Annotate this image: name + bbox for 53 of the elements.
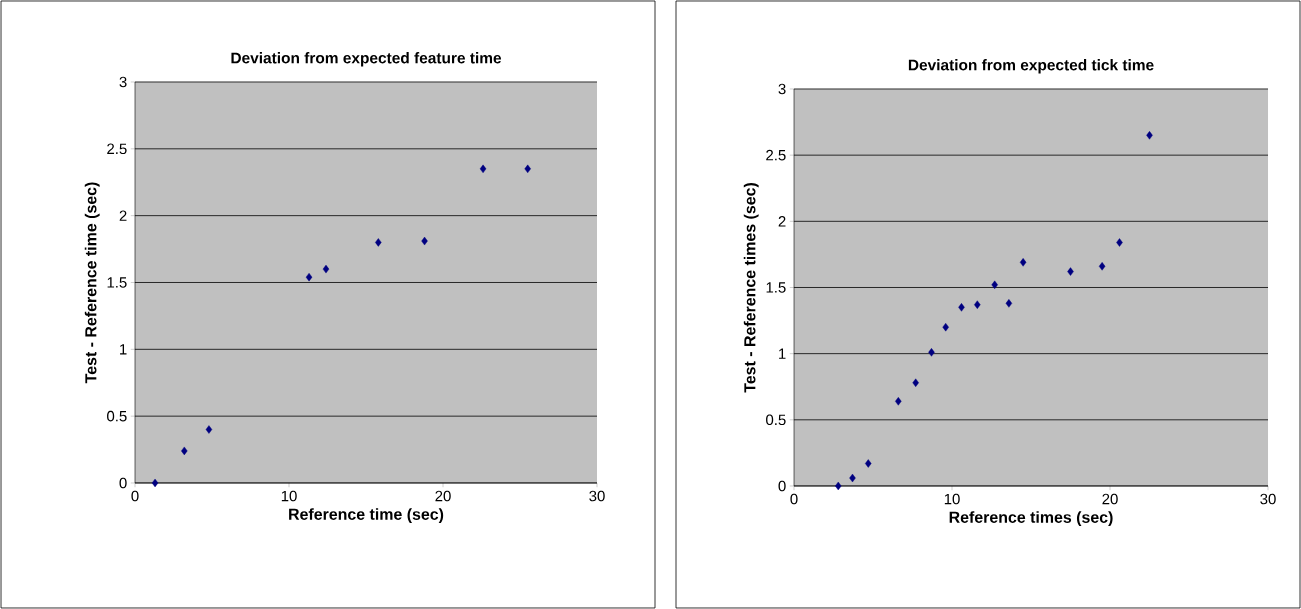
point	[991, 280, 998, 290]
x-tick-label: 0	[790, 493, 798, 505]
y-tick-label: 2.5	[766, 149, 786, 161]
point	[322, 264, 330, 274]
point	[305, 272, 313, 282]
y-tick-label: 3	[119, 76, 127, 88]
point	[912, 378, 919, 387]
point	[958, 303, 965, 312]
point	[1098, 262, 1106, 271]
point	[1005, 299, 1013, 308]
y-tick-label: 2.5	[107, 143, 127, 155]
point	[942, 322, 949, 332]
chart-title: Deviation from expected feature time	[231, 52, 502, 67]
point	[479, 164, 487, 174]
point	[974, 300, 981, 309]
x-tick-label: 20	[435, 490, 451, 502]
x-tick-label: 10	[944, 493, 960, 505]
y-tick-label: 2	[119, 210, 127, 221]
y-tick-label: 3	[778, 83, 786, 95]
x-axis-title: Reference time (sec)	[289, 508, 444, 524]
y-tick-label: 1.5	[766, 282, 786, 293]
point	[1116, 238, 1123, 247]
point	[421, 236, 428, 246]
point	[205, 425, 213, 434]
point	[1067, 267, 1074, 276]
point	[1146, 131, 1153, 140]
y-tick-label: 2	[778, 216, 786, 227]
y-tick-label: 0	[778, 480, 786, 492]
point	[895, 397, 902, 406]
point	[865, 459, 872, 468]
x-tick-label: 20	[1102, 493, 1118, 505]
y-axis-title: Test - Reference time (sec)	[84, 182, 100, 384]
point	[928, 348, 935, 357]
point	[1019, 258, 1027, 267]
x-tick-label: 30	[1260, 493, 1276, 505]
point	[181, 446, 188, 456]
y-tick-label: 1.5	[107, 277, 127, 288]
y-tick-label: 0.5	[107, 410, 127, 422]
point	[835, 481, 842, 491]
y-tick-label: 1	[120, 344, 127, 355]
y-tick-label: 0	[119, 477, 127, 489]
point	[524, 164, 531, 174]
x-axis-title: Reference times (sec)	[949, 511, 1113, 527]
x-tick-label: 30	[589, 490, 605, 502]
x-tick-label: 0	[131, 490, 139, 502]
y-axis-title: Test - Reference times (sec)	[743, 183, 759, 393]
point	[849, 473, 856, 483]
chart-title: Deviation from expected tick time	[908, 59, 1154, 74]
y-tick-label: 1	[779, 348, 786, 359]
point	[151, 478, 159, 488]
point	[375, 238, 382, 247]
x-tick-label: 10	[281, 490, 297, 502]
y-tick-label: 0.5	[766, 414, 786, 426]
